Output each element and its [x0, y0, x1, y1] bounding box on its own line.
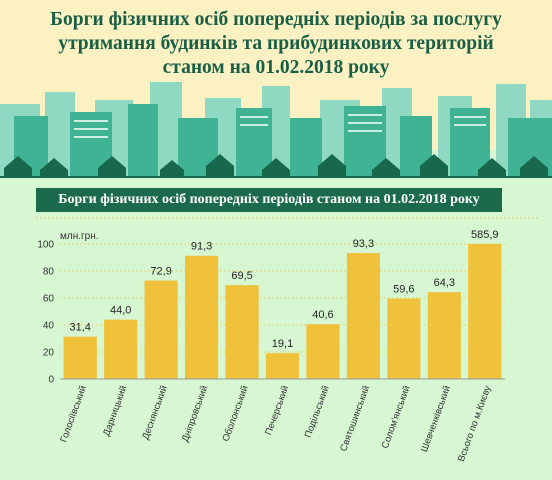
- bar-value-label: 72,9: [150, 266, 171, 278]
- x-category-label: Деснянський: [140, 384, 170, 441]
- bar-value-label: 64,3: [434, 277, 455, 289]
- x-category-label: Святошинський: [338, 384, 372, 453]
- y-tick-label: 20: [43, 348, 55, 359]
- x-category-label: Дарницький: [101, 384, 129, 437]
- bar-value-label: 40,6: [312, 309, 333, 321]
- y-tick-label: 0: [48, 375, 54, 386]
- x-category-label: Всього по м.Києву: [456, 384, 494, 463]
- y-tick-label: 80: [43, 267, 55, 278]
- bar-value-label: 91,3: [191, 241, 212, 253]
- y-tick-label: 40: [43, 321, 55, 332]
- bar-value-label: 44,0: [110, 305, 131, 317]
- bar-value-label: 69,5: [231, 270, 252, 282]
- bar-value-label: 59,6: [393, 284, 414, 296]
- page-title-line-2: утримання будинків та прибудинкових тери…: [58, 33, 494, 54]
- x-category-label: Подільський: [303, 384, 332, 439]
- x-category-label: Печерський: [263, 384, 291, 436]
- page-title: Борги фізичних осіб попередніх періодів …: [0, 8, 552, 80]
- skyline-mid-buildings: [14, 104, 552, 180]
- bar: [225, 285, 259, 379]
- bar: [387, 298, 421, 379]
- bar: [468, 244, 502, 379]
- bar: [144, 280, 178, 379]
- page-title-line-1: Борги фізичних осіб попередніх періодів …: [50, 9, 502, 30]
- bar: [104, 319, 138, 379]
- x-category-label: Шевченківський: [419, 384, 453, 453]
- skyline-windows: [74, 114, 486, 138]
- bar-value-label: 93,3: [353, 238, 374, 250]
- page-title-line-3: станом на 01.02.2018 року: [162, 57, 390, 78]
- bar: [265, 353, 300, 379]
- bar-value-label: 31,4: [70, 322, 91, 334]
- x-category-label: Солом'янський: [380, 384, 413, 450]
- y-tick-label: 100: [37, 240, 54, 251]
- bar: [346, 253, 380, 379]
- x-category-label: Дніпровський: [180, 384, 210, 443]
- bar: [185, 255, 219, 379]
- bar-value-label: 19,1: [272, 338, 293, 350]
- bar: [306, 324, 340, 379]
- y-axis-unit-label: млн.грн.: [60, 231, 99, 242]
- bar: [63, 336, 97, 379]
- x-category-label: Оболонський: [220, 384, 250, 443]
- bar-value-label: 585,9: [471, 229, 499, 241]
- y-tick-label: 60: [43, 294, 55, 305]
- chart-title: Борги фізичних осіб попередніх періодів …: [36, 188, 502, 212]
- bar: [427, 292, 461, 379]
- city-skyline-illustration: [0, 82, 552, 180]
- x-category-label: Голосіївський: [58, 384, 89, 444]
